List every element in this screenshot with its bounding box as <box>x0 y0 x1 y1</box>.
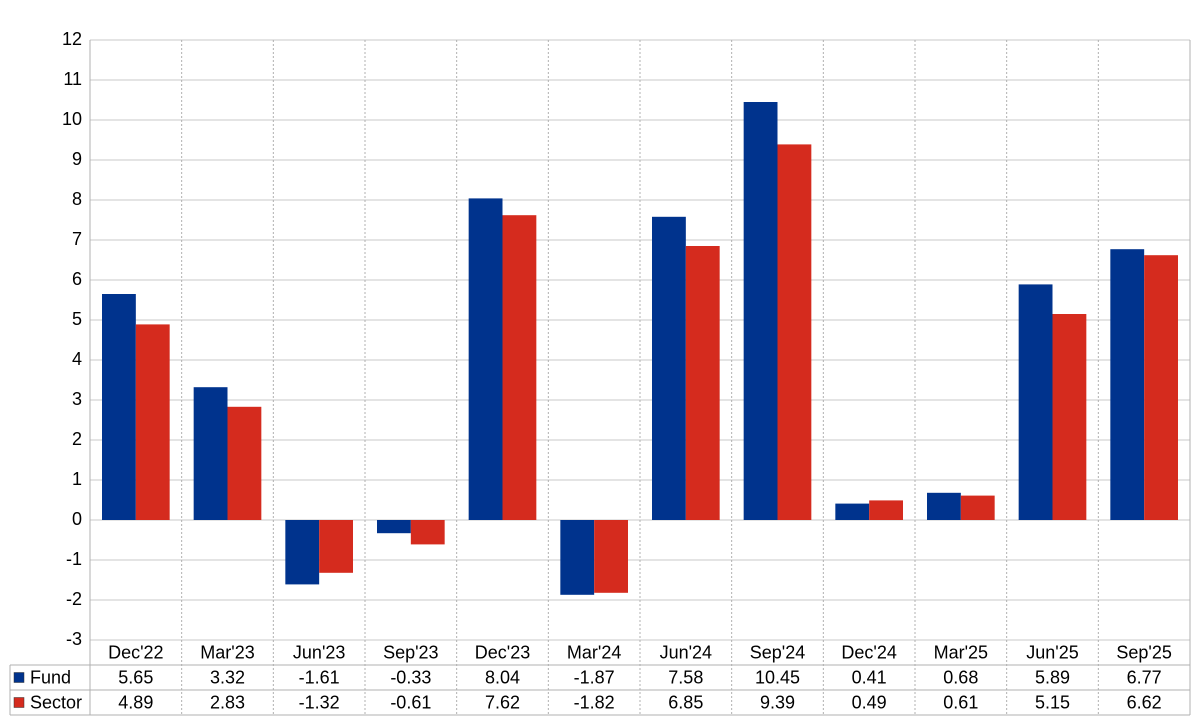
table-value: 6.77 <box>1127 667 1162 687</box>
table-value: 2.83 <box>210 692 245 712</box>
bar <box>1110 249 1145 520</box>
legend-swatch <box>13 672 25 683</box>
legend-label: Fund <box>30 667 71 687</box>
table-value: 8.04 <box>485 667 520 687</box>
bar <box>502 215 537 520</box>
bar <box>835 503 870 520</box>
bar <box>319 520 353 573</box>
x-tick-label: Mar'23 <box>200 642 254 662</box>
legend-label: Sector <box>30 692 82 712</box>
table-value: -0.33 <box>390 667 431 687</box>
bar <box>468 198 503 520</box>
table-value: -1.32 <box>299 692 340 712</box>
bar <box>960 495 995 520</box>
table-value: 10.45 <box>755 667 800 687</box>
x-tick-label: Mar'24 <box>567 642 621 662</box>
table-value: 7.58 <box>668 667 703 687</box>
bar <box>1052 314 1087 520</box>
table-value: 6.85 <box>668 692 703 712</box>
bar <box>1144 255 1178 520</box>
x-tick-label: Jun'25 <box>1026 642 1078 662</box>
table-value: 0.41 <box>852 667 887 687</box>
y-tick-label: -3 <box>66 629 82 649</box>
x-tick-label: Mar'25 <box>934 642 988 662</box>
y-tick-label: 7 <box>72 229 82 249</box>
bar <box>377 520 411 534</box>
y-tick-label: 5 <box>72 309 82 329</box>
y-tick-label: 3 <box>72 389 82 409</box>
table-value: 5.89 <box>1035 667 1070 687</box>
table-value: 4.89 <box>118 692 153 712</box>
x-tick-label: Sep'25 <box>1116 642 1172 662</box>
x-tick-label: Jun'23 <box>293 642 345 662</box>
x-tick-label: Dec'22 <box>108 642 163 662</box>
y-tick-label: 9 <box>72 149 82 169</box>
y-tick-label: 10 <box>62 109 82 129</box>
y-tick-label: 0 <box>72 509 82 529</box>
table-value: 9.39 <box>760 692 795 712</box>
bar <box>285 520 320 585</box>
y-tick-label: -1 <box>66 549 82 569</box>
y-tick-label: 12 <box>62 29 82 49</box>
bar <box>743 102 778 520</box>
x-tick-label: Dec'24 <box>841 642 896 662</box>
x-tick-label: Sep'24 <box>750 642 806 662</box>
y-tick-label: 1 <box>72 469 82 489</box>
y-tick-label: 11 <box>63 69 82 89</box>
bar <box>102 294 136 520</box>
table-value: 6.62 <box>1127 692 1162 712</box>
x-tick-label: Jun'24 <box>660 642 712 662</box>
table-value: 0.61 <box>943 692 978 712</box>
bar <box>652 216 686 521</box>
bar <box>927 492 961 520</box>
y-tick-label: 2 <box>72 429 82 449</box>
bar <box>869 500 903 520</box>
legend-swatch <box>13 697 25 708</box>
table-value: -1.87 <box>574 667 615 687</box>
bar <box>594 520 628 593</box>
table-value: 0.68 <box>943 667 978 687</box>
x-tick-label: Dec'23 <box>475 642 530 662</box>
x-tick-label: Sep'23 <box>383 642 439 662</box>
bar <box>193 387 228 520</box>
table-value: 3.32 <box>210 667 245 687</box>
bar <box>135 324 170 520</box>
table-value: 5.15 <box>1035 692 1070 712</box>
y-tick-label: 4 <box>72 349 82 369</box>
table-value: 0.49 <box>852 692 887 712</box>
bar <box>777 144 812 520</box>
y-tick-label: -2 <box>66 589 82 609</box>
table-value: -1.61 <box>299 667 340 687</box>
bar <box>560 520 595 595</box>
table-value: 5.65 <box>118 667 153 687</box>
bar <box>410 520 445 545</box>
bar <box>227 406 262 520</box>
table-value: -0.61 <box>390 692 431 712</box>
bar <box>1018 284 1053 520</box>
y-tick-label: 6 <box>72 269 82 289</box>
bar <box>685 246 720 520</box>
y-tick-label: 8 <box>72 189 82 209</box>
table-value: 7.62 <box>485 692 520 712</box>
table-value: -1.82 <box>574 692 615 712</box>
